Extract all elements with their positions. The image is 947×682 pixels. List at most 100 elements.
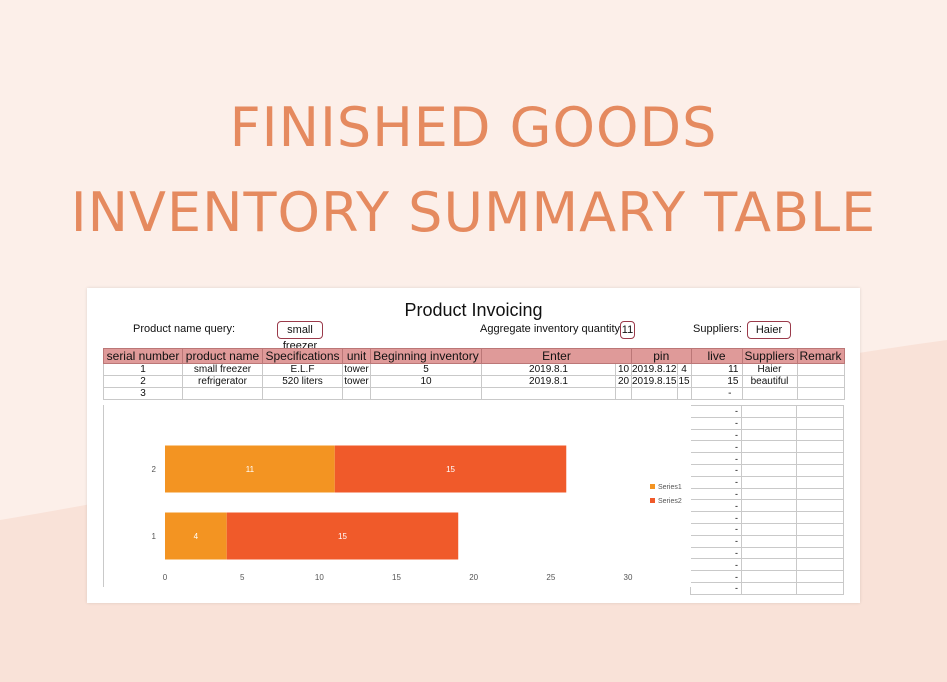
cell[interactable] <box>741 475 797 489</box>
col-header[interactable]: Specifications <box>262 348 343 364</box>
cell[interactable]: Haier <box>741 363 798 376</box>
cell[interactable]: 2019.8.1 <box>481 375 616 388</box>
col-header[interactable]: product name <box>182 348 263 364</box>
cell[interactable] <box>741 428 797 442</box>
cell[interactable]: beautiful <box>741 375 798 388</box>
cell[interactable] <box>796 522 844 536</box>
cell[interactable] <box>796 475 844 489</box>
cell[interactable]: - <box>690 558 742 572</box>
cell[interactable] <box>182 387 263 400</box>
cell[interactable] <box>796 581 844 595</box>
cell[interactable] <box>796 387 845 400</box>
cell[interactable]: tower <box>342 363 371 376</box>
cell[interactable]: - <box>690 546 742 560</box>
cell[interactable]: - <box>690 387 743 400</box>
cell[interactable] <box>370 387 482 400</box>
cell[interactable]: - <box>690 570 742 583</box>
cell[interactable]: 10 <box>370 375 482 388</box>
cell[interactable]: - <box>690 405 742 418</box>
cell[interactable]: - <box>690 428 742 442</box>
cell[interactable] <box>741 463 797 477</box>
cell[interactable]: 20 <box>615 375 632 388</box>
cell[interactable] <box>796 363 845 376</box>
cell[interactable]: - <box>690 416 742 430</box>
legend-swatch <box>650 484 655 489</box>
cell[interactable]: - <box>690 475 742 489</box>
cell[interactable] <box>741 487 797 501</box>
cell[interactable] <box>796 452 844 465</box>
cell[interactable] <box>741 416 797 430</box>
col-header[interactable]: Beginning inventory <box>370 348 482 364</box>
cell[interactable]: 5 <box>370 363 482 376</box>
cell[interactable] <box>796 428 844 442</box>
cell[interactable] <box>481 387 616 400</box>
cell[interactable] <box>796 511 844 524</box>
cell[interactable]: 15 <box>690 375 743 388</box>
cell[interactable]: small freezer <box>182 363 263 376</box>
cell[interactable]: 2 <box>103 375 183 388</box>
product-query-input[interactable]: small freezer <box>277 321 323 352</box>
cell[interactable] <box>631 387 678 400</box>
cell[interactable]: - <box>690 452 742 465</box>
cell[interactable]: - <box>690 463 742 477</box>
cell[interactable]: tower <box>342 375 371 388</box>
cell[interactable] <box>741 522 797 536</box>
col-header[interactable]: live <box>690 348 743 364</box>
suppliers-input[interactable]: Haier <box>747 321 791 339</box>
cell[interactable] <box>741 405 797 418</box>
cell[interactable] <box>796 499 844 513</box>
cell[interactable] <box>615 387 632 400</box>
cell[interactable] <box>741 581 797 595</box>
cell[interactable]: - <box>690 581 742 595</box>
cell[interactable] <box>741 452 797 465</box>
cell[interactable] <box>796 405 844 418</box>
cell[interactable] <box>741 570 797 583</box>
cell[interactable] <box>741 546 797 560</box>
cell[interactable]: 10 <box>615 363 632 376</box>
cell[interactable] <box>342 387 371 400</box>
cell[interactable]: E.L.F <box>262 363 343 376</box>
cell[interactable]: refrigerator <box>182 375 263 388</box>
cell[interactable] <box>741 387 798 400</box>
cell[interactable] <box>796 534 844 548</box>
cell[interactable] <box>796 463 844 477</box>
cell[interactable]: - <box>690 522 742 536</box>
stacked-bar-chart: 4 15 1 11 15 2 0 5 10 15 20 25 30 Series1 Series2 <box>103 405 691 587</box>
table-row: - <box>690 416 844 430</box>
cell[interactable]: - <box>690 511 742 524</box>
cell[interactable] <box>796 570 844 583</box>
cell[interactable]: - <box>690 534 742 548</box>
cell[interactable] <box>796 487 844 501</box>
cell[interactable] <box>796 546 844 560</box>
cell[interactable]: 15 <box>676 375 692 388</box>
cell[interactable] <box>796 416 844 430</box>
cell[interactable] <box>741 558 797 572</box>
cell[interactable] <box>796 440 844 454</box>
cell[interactable] <box>741 499 797 513</box>
col-header[interactable]: serial number <box>103 348 183 364</box>
col-header[interactable]: unit <box>342 348 371 364</box>
col-header[interactable]: Suppliers <box>741 348 798 364</box>
x-tick-label: 30 <box>624 573 633 582</box>
cell[interactable] <box>796 558 844 572</box>
col-header[interactable]: pin <box>631 348 692 364</box>
cell[interactable] <box>262 387 343 400</box>
cell[interactable]: 3 <box>103 387 183 400</box>
cell[interactable]: 520 liters <box>262 375 343 388</box>
cell[interactable] <box>741 511 797 524</box>
cell[interactable]: - <box>690 487 742 501</box>
cell[interactable]: 2019.8.12 <box>631 363 678 376</box>
cell[interactable]: 11 <box>690 363 743 376</box>
cell[interactable]: 2019.8.15 <box>631 375 678 388</box>
cell[interactable] <box>796 375 845 388</box>
cell[interactable] <box>741 534 797 548</box>
cell[interactable]: 1 <box>103 363 183 376</box>
cell[interactable] <box>741 440 797 454</box>
col-header[interactable]: Enter <box>481 348 632 364</box>
cell[interactable]: - <box>690 440 742 454</box>
cell[interactable]: 4 <box>676 363 692 376</box>
cell[interactable] <box>676 387 692 400</box>
cell[interactable]: 2019.8.1 <box>481 363 616 376</box>
col-header[interactable]: Remark <box>796 348 845 364</box>
cell[interactable]: - <box>690 499 742 513</box>
